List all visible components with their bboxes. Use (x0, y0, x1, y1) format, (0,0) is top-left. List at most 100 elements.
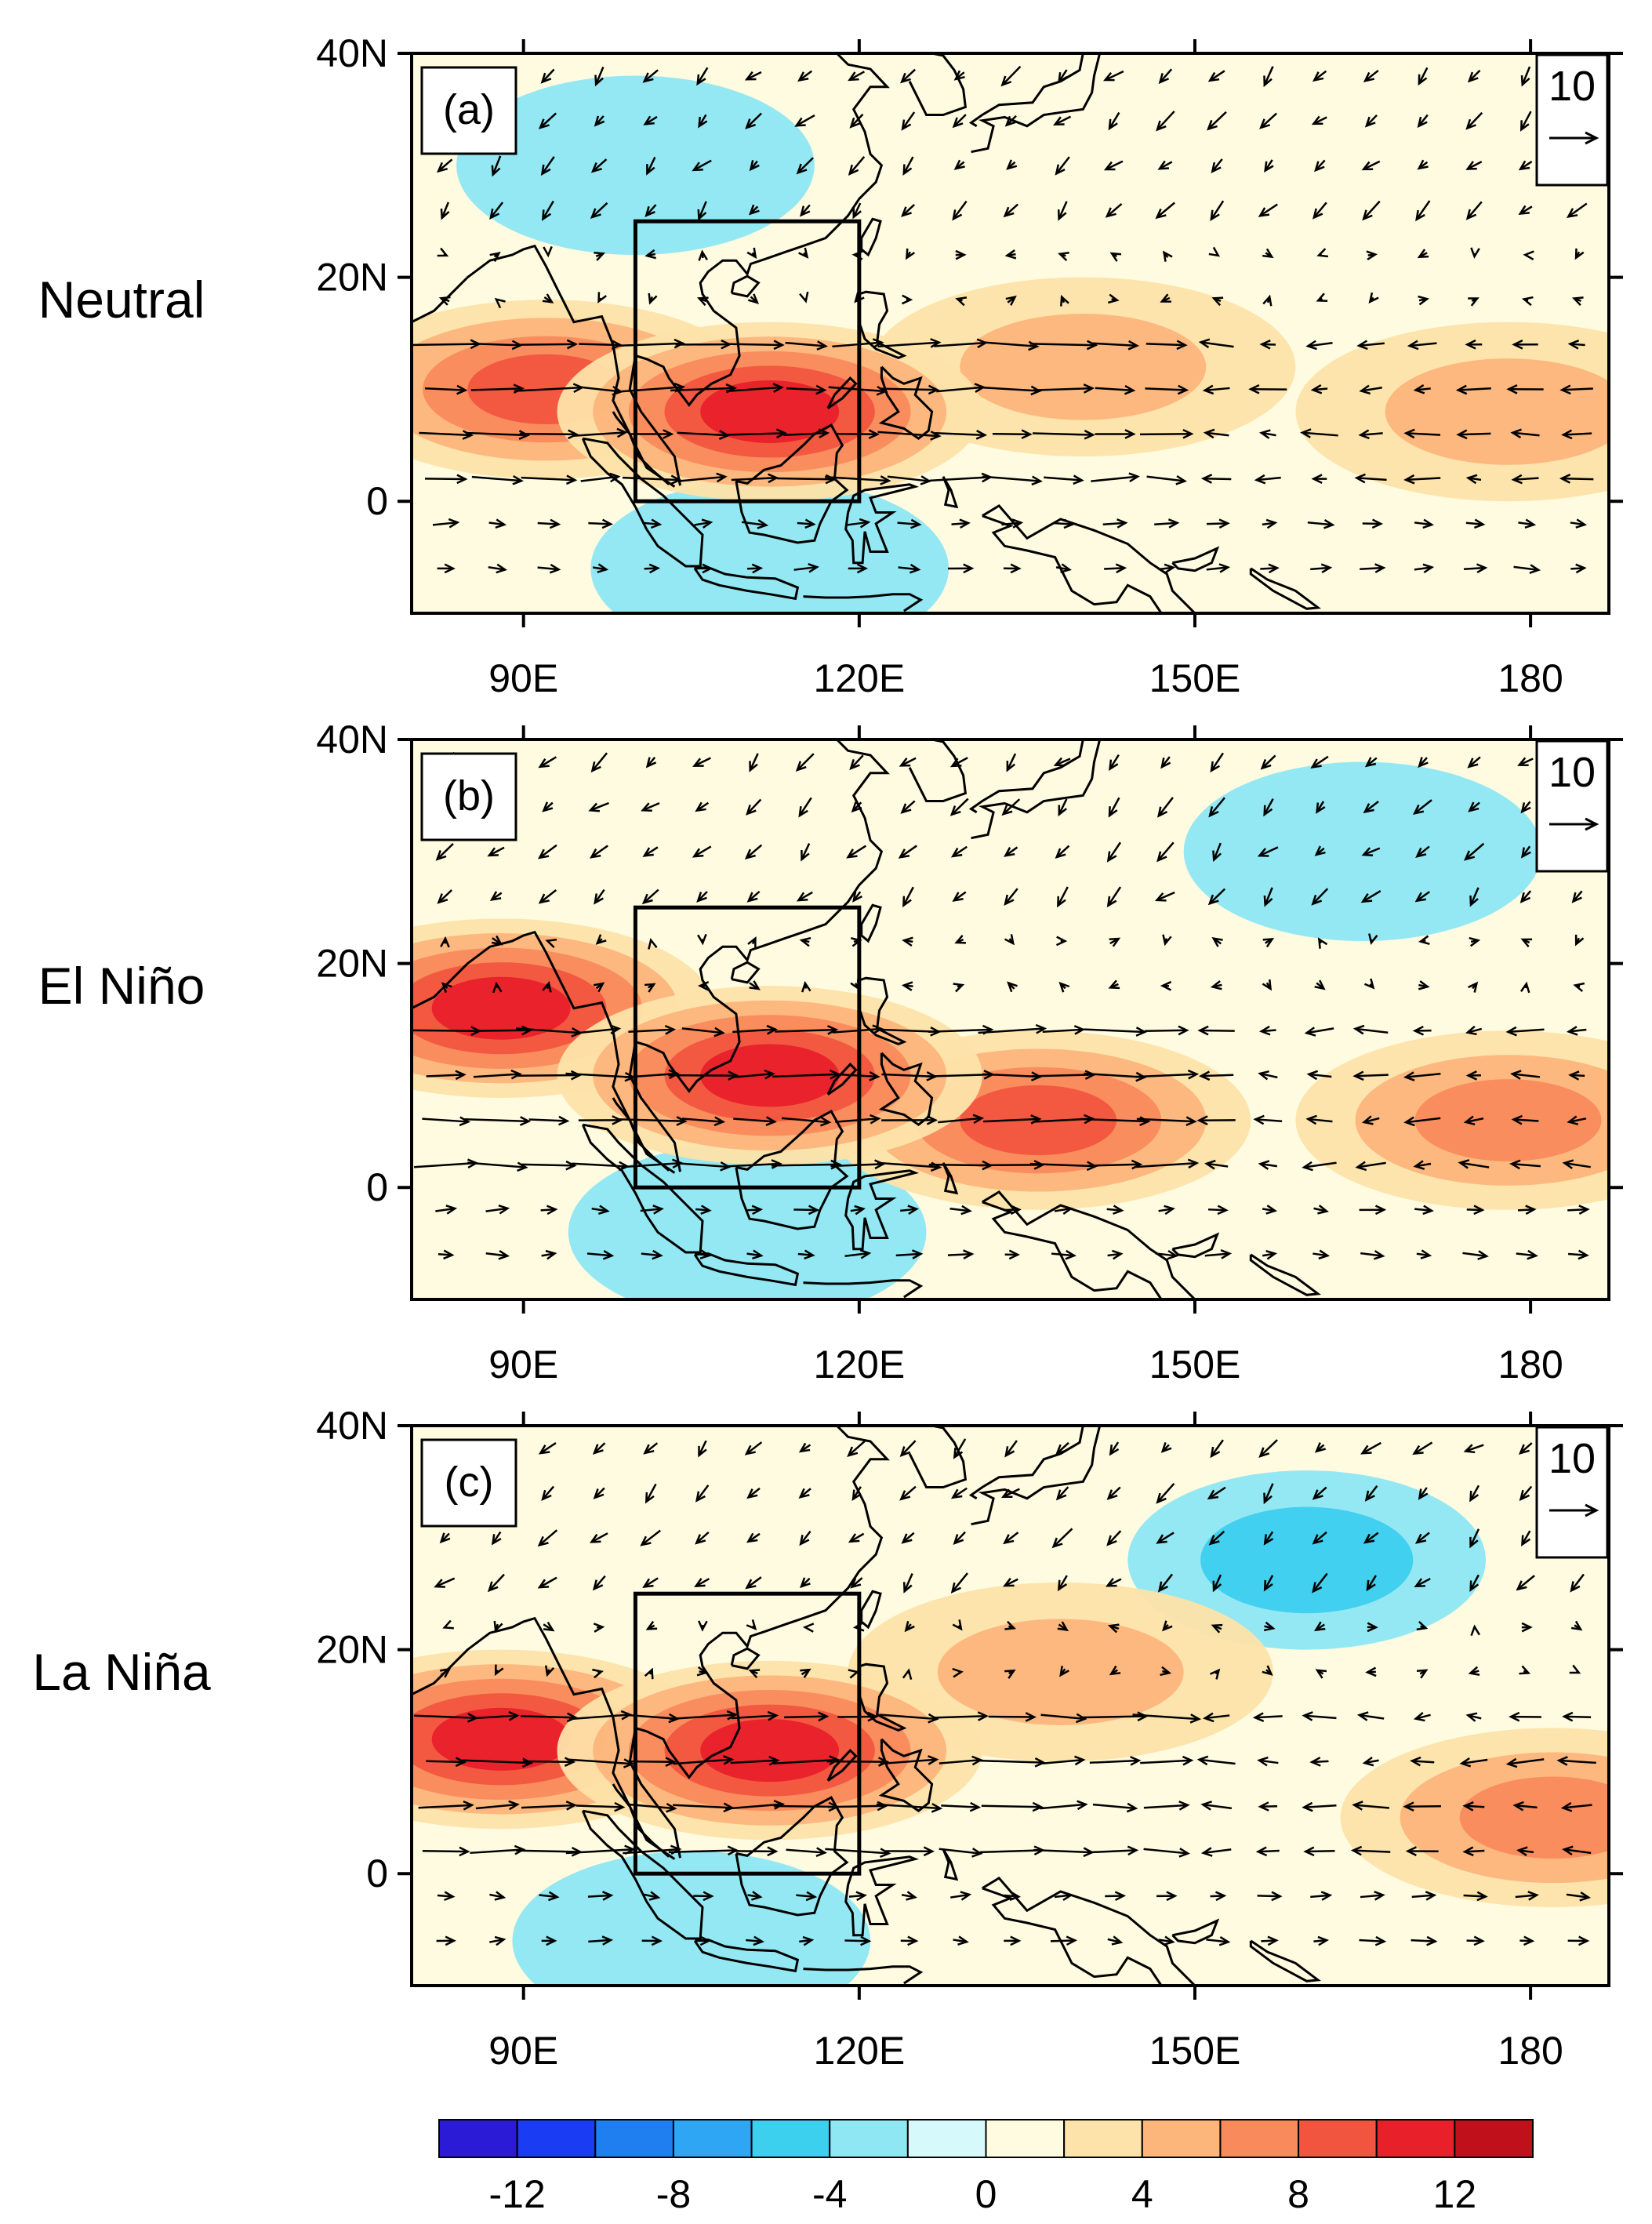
wind-arrow-head (1315, 1669, 1327, 1679)
wind-arrow-head (1202, 1712, 1214, 1723)
wind-arrow-shaft (1519, 160, 1533, 170)
wind-arrow-head (1156, 120, 1167, 132)
wind-arrow-head (548, 1891, 560, 1902)
wind-arrow-shaft (799, 1488, 811, 1499)
wind-arrow-head (1066, 1935, 1078, 1946)
wind-arrow-shaft (516, 1074, 580, 1077)
wind-arrow-head (1425, 1891, 1437, 1901)
colorbar-swatch (1454, 2119, 1534, 2158)
wind-arrow-head (899, 1446, 911, 1458)
wind-arrow-head (1103, 161, 1116, 171)
wind-arrow-head (747, 936, 757, 948)
wind-arrow-head (902, 936, 913, 947)
wind-arrow-head (1156, 1492, 1167, 1504)
wind-arrow-head (1312, 71, 1324, 82)
colorbar-swatch (1219, 2119, 1300, 2158)
wind-arrow-shaft (521, 476, 575, 482)
wind-arrow-head (1021, 429, 1033, 440)
study-region-box (633, 219, 862, 503)
wind-arrow-head (1164, 1935, 1175, 1946)
wind-arrow-shaft (1261, 1939, 1277, 1942)
wind-arrow-head (1562, 1845, 1574, 1856)
wind-arrow-head (1426, 1935, 1438, 1946)
panel-tag-box (420, 66, 517, 155)
wind-arrow-shaft (1135, 1161, 1197, 1168)
wind-arrow-shaft (1468, 756, 1481, 768)
wind-arrow-head (751, 1205, 764, 1216)
wind-arrow-head (1465, 474, 1478, 485)
wind-arrow-head (797, 71, 809, 82)
wind-arrow-head (1520, 74, 1530, 87)
wind-arrow-head (1106, 851, 1117, 863)
wind-arrow-shaft (732, 1028, 776, 1034)
wind-arrow-head (868, 429, 880, 440)
wind-arrow-head (1509, 1159, 1521, 1170)
wind-arrow-head (1365, 1666, 1377, 1677)
wind-arrow-shaft (1206, 566, 1229, 571)
lon-tick-label: 120E (813, 2029, 905, 2073)
wind-arrow-head (538, 118, 550, 129)
wind-arrow-head (1182, 1755, 1194, 1766)
wind-arrow-head (1130, 1756, 1142, 1766)
wind-arrow-shaft (1263, 798, 1274, 816)
wind-arrow-head (1162, 934, 1172, 947)
wind-arrow-shaft (1108, 111, 1120, 129)
colorbar-swatch (985, 2119, 1066, 2158)
wind-arrow-head (1414, 1533, 1427, 1544)
wind-arrow-shaft (1004, 1578, 1018, 1587)
wind-arrow-shaft (1312, 888, 1329, 905)
wind-arrow-head (1160, 293, 1171, 303)
wind-arrow-shaft (828, 386, 886, 393)
wind-arrow-shaft (1465, 521, 1483, 526)
wind-arrow-shaft (1519, 205, 1533, 215)
colorbar-label: -12 (489, 2172, 546, 2216)
wind-arrow-shaft (488, 566, 506, 571)
wind-arrow-shaft (796, 753, 815, 771)
wind-arrow-head (1311, 894, 1323, 906)
wind-arrow-head (1374, 563, 1386, 573)
wind-arrow-head (1360, 892, 1373, 903)
wind-arrow-head (698, 116, 708, 129)
wind-arrow-head (749, 160, 760, 172)
wind-arrow-head (1469, 1536, 1479, 1549)
wind-arrow-head (512, 474, 524, 485)
wind-arrow-head (694, 1578, 706, 1588)
wind-arrow-head (1073, 1025, 1086, 1035)
wind-arrow-shaft (432, 521, 458, 526)
wind-arrow-head (1469, 1490, 1480, 1503)
wind-arrow-shaft (1513, 1118, 1539, 1122)
wind-arrow-shaft (1042, 1758, 1084, 1764)
wind-arrow-head (819, 1116, 832, 1127)
wind-arrow-head (1127, 1845, 1139, 1856)
wind-arrow-shaft (1511, 1162, 1541, 1168)
wind-arrow-shaft (1055, 115, 1072, 125)
wind-arrow-head (1164, 563, 1176, 574)
wind-arrow-head (713, 1116, 726, 1127)
wind-arrow-head (1175, 474, 1188, 485)
wind-arrow-head (1512, 1801, 1524, 1812)
wind-arrow-head (652, 1205, 664, 1215)
wind-arrow-shaft (1418, 114, 1429, 127)
wind-arrow-head (930, 431, 942, 441)
wind-arrow-head (851, 801, 862, 813)
wind-arrow-head (1263, 1534, 1274, 1546)
wind-arrow-shaft (1264, 887, 1273, 906)
wind-arrow-shaft (1004, 1532, 1019, 1544)
reference-vector-arrowhead (1585, 131, 1599, 145)
wind-arrow-shaft (1055, 566, 1070, 571)
wind-arrow-shaft (537, 521, 559, 525)
wind-arrow-head (869, 1071, 880, 1081)
wind-arrow-head (1004, 934, 1015, 946)
wind-arrow-head (692, 162, 703, 172)
wind-arrow-head (850, 1578, 862, 1589)
wind-arrow-shaft (903, 1573, 913, 1592)
wind-arrow-shaft (593, 1575, 606, 1590)
wind-arrow-head (1518, 1444, 1530, 1455)
wind-arrow-head (1167, 1249, 1179, 1260)
wind-arrow-shaft (698, 201, 707, 220)
wind-arrow-shaft (793, 565, 818, 571)
wind-arrow-head (1519, 120, 1530, 132)
wind-arrow-head (1058, 72, 1068, 84)
wind-arrow-head (1364, 1490, 1375, 1502)
wind-arrow-head (849, 759, 860, 770)
